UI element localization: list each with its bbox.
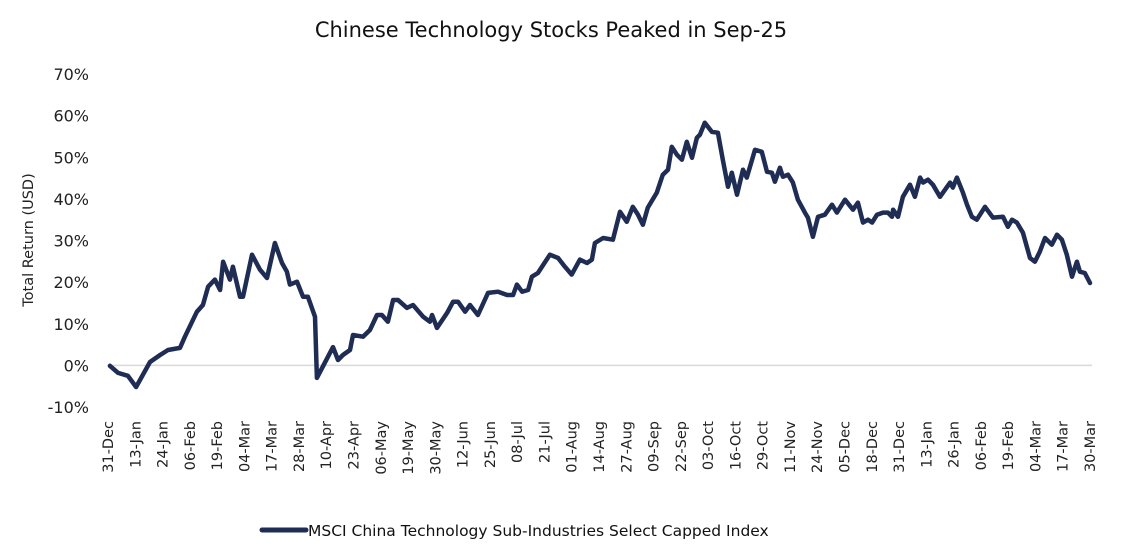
- x-tick-label: 25-Jun: [483, 421, 499, 468]
- x-tick-label: 08-Jul: [510, 421, 526, 463]
- x-tick-label: 31-Dec: [101, 421, 117, 473]
- x-tick-label: 23-Apr: [347, 421, 363, 469]
- chart-title: Chinese Technology Stocks Peaked in Sep-…: [315, 18, 787, 42]
- x-tick-label: 22-Sep: [674, 421, 690, 472]
- x-tick-label: 05-Dec: [838, 421, 854, 473]
- y-tick-label: 60%: [53, 107, 89, 126]
- x-tick-label: 19-Feb: [1001, 421, 1017, 470]
- legend: MSCI China Technology Sub-Industries Sel…: [259, 522, 769, 540]
- x-tick-label: 21-Jul: [537, 421, 553, 463]
- x-tick-label: 04-Mar: [1028, 421, 1044, 472]
- y-tick-label: 50%: [53, 148, 89, 167]
- x-tick-label: 01-Aug: [565, 421, 581, 473]
- x-tick-label: 19-Feb: [210, 421, 226, 470]
- legend-label: MSCI China Technology Sub-Industries Sel…: [308, 522, 769, 540]
- x-tick-label: 29-Oct: [756, 421, 772, 470]
- y-tick-label: 10%: [53, 315, 89, 334]
- x-tick-label: 13-Jan: [128, 421, 144, 468]
- x-tick-label: 27-Aug: [619, 421, 635, 473]
- x-tick-label: 06-Feb: [183, 421, 199, 470]
- y-tick-label: 20%: [53, 273, 89, 292]
- x-tick-label: 24-Nov: [810, 421, 826, 473]
- y-tick-label: 40%: [53, 190, 89, 209]
- x-tick-label: 19-May: [401, 421, 417, 475]
- x-tick-label: 06-Feb: [974, 421, 990, 470]
- x-tick-label: 10-Apr: [319, 421, 335, 469]
- x-tick-label: 04-Mar: [237, 421, 253, 472]
- x-tick-label: 26-Jan: [947, 421, 963, 468]
- x-tick-label: 17-Mar: [1056, 421, 1072, 472]
- y-axis-ticks: -10% 0% 10% 20% 30% 40% 50% 60% 70%: [48, 65, 89, 417]
- x-tick-label: 09-Sep: [647, 421, 663, 472]
- x-tick-label: 11-Nov: [783, 421, 799, 473]
- y-tick-label: -10%: [48, 398, 89, 417]
- x-tick-label: 30-May: [428, 421, 444, 475]
- y-tick-label: 70%: [53, 65, 89, 84]
- y-tick-label: 0%: [64, 356, 89, 375]
- x-tick-label: 18-Dec: [865, 421, 881, 473]
- x-tick-label: 30-Mar: [1083, 421, 1099, 472]
- x-tick-label: 14-Aug: [592, 421, 608, 473]
- x-tick-label: 03-Oct: [701, 421, 717, 470]
- x-tick-label: 16-Oct: [728, 421, 744, 470]
- x-tick-label: 31-Dec: [892, 421, 908, 473]
- x-tick-label: 06-May: [374, 421, 390, 475]
- series-line: [107, 120, 1093, 390]
- y-tick-label: 30%: [53, 232, 89, 251]
- y-axis-label: Total Return (USD): [21, 173, 37, 308]
- x-tick-label: 12-Jun: [456, 421, 472, 468]
- x-tick-label: 13-Jan: [919, 421, 935, 468]
- x-tick-label: 17-Mar: [265, 421, 281, 472]
- x-tick-label: 24-Jan: [156, 421, 172, 468]
- x-axis-ticks: 31-Dec 13-Jan 24-Jan 06-Feb 19-Feb 04-Mar 17-M…: [101, 421, 1099, 475]
- x-tick-label: 28-Mar: [292, 421, 308, 472]
